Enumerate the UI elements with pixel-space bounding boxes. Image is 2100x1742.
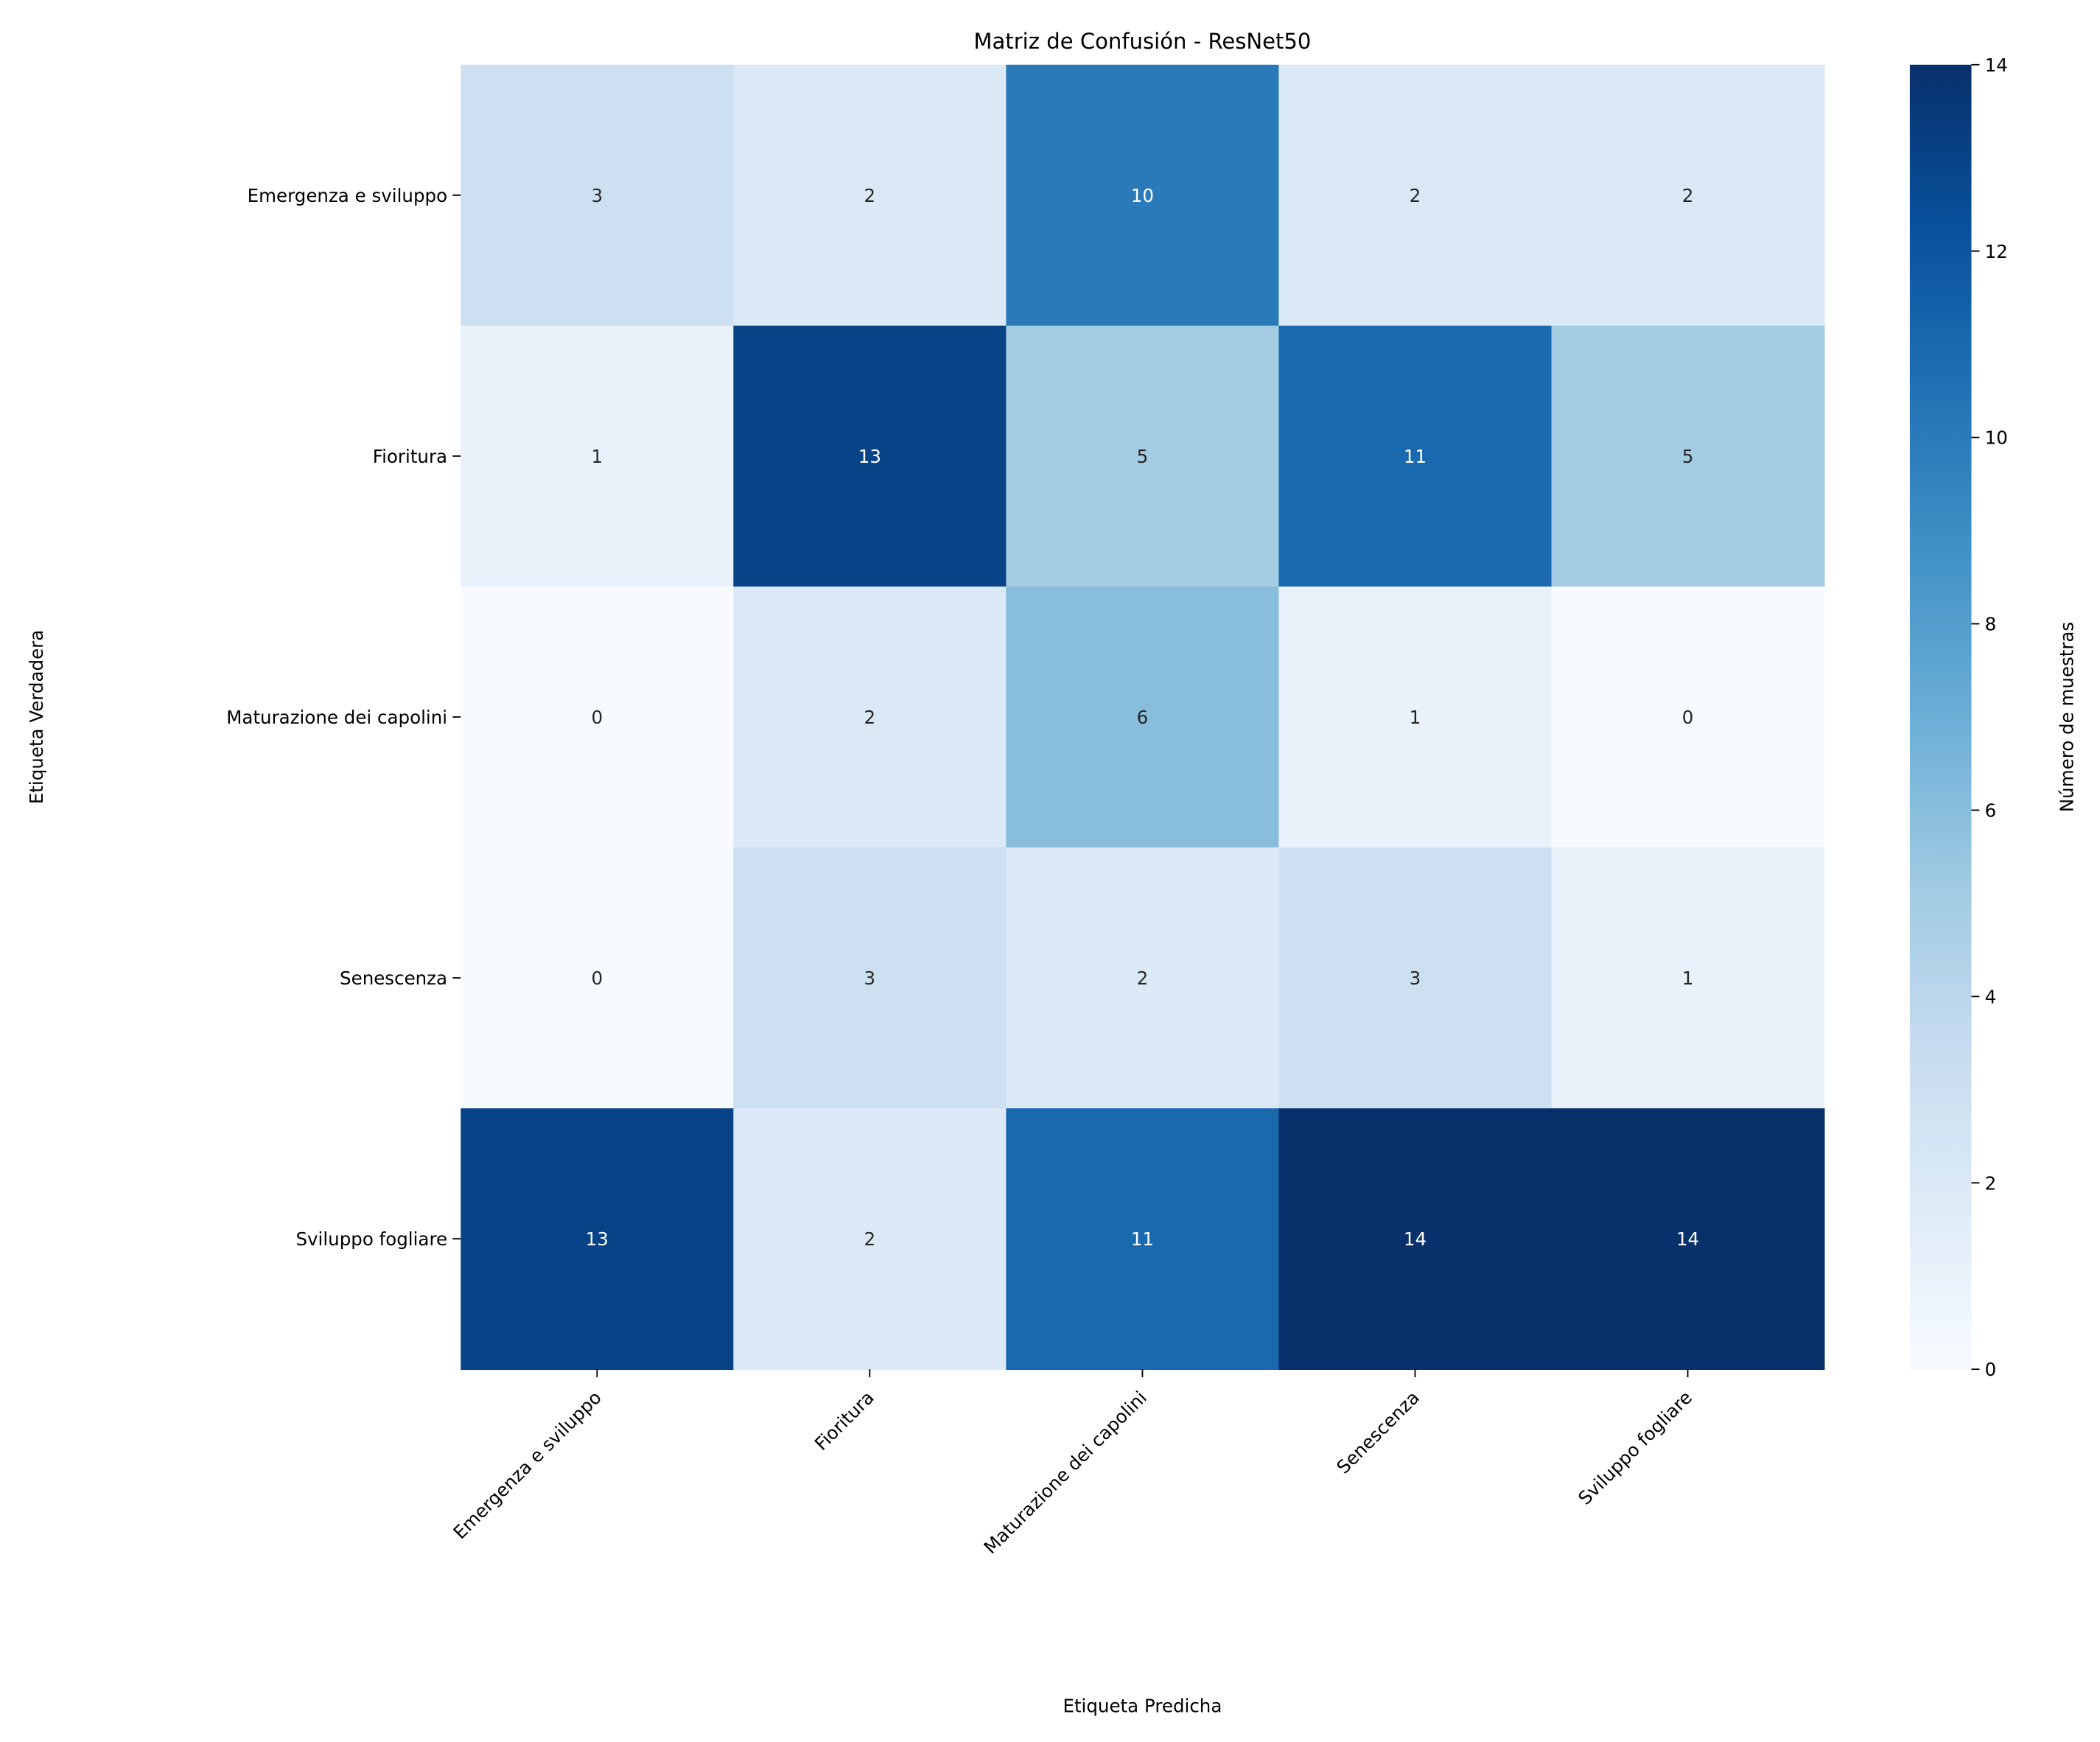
cell-label: 2: [864, 1228, 876, 1250]
heatmap-cell: [1551, 1108, 1825, 1371]
cell-label: 11: [1404, 446, 1427, 467]
cell-label: 1: [1682, 968, 1694, 989]
colorbar-tick-label: 10: [1985, 427, 2008, 449]
heatmap-cell: [1278, 1108, 1553, 1371]
heatmap-cell: [461, 847, 735, 1109]
heatmap-cell: [1551, 847, 1825, 1109]
cell-label: 6: [1137, 707, 1149, 728]
cell-label: 11: [1131, 1228, 1154, 1250]
cell-label: 13: [586, 1228, 609, 1250]
heatmap-cell: [733, 847, 1007, 1109]
heatmap-cell: [1551, 325, 1825, 587]
heatmap-cell: [1551, 64, 1825, 326]
cell-label: 0: [1682, 707, 1694, 728]
cell-label: 13: [858, 446, 881, 467]
heatmap-cell: [1278, 325, 1553, 587]
heatmap-cell: [733, 64, 1007, 326]
colorbar-tick-label: 0: [1985, 1359, 1997, 1380]
cell-label: 5: [1682, 446, 1694, 467]
cell-label: 0: [591, 968, 603, 989]
cell-label: 3: [591, 185, 603, 206]
heatmap-cell: [1006, 586, 1280, 848]
cell-label: 2: [864, 185, 876, 206]
cell-label: 14: [1676, 1228, 1699, 1250]
cell-label: 2: [1137, 968, 1149, 989]
heatmap-cell: [1278, 64, 1553, 326]
cell-label: 1: [591, 446, 603, 467]
colorbar-tick-label: 6: [1985, 800, 1997, 822]
heatmap-cell: [461, 325, 735, 587]
heatmap-cell: [1006, 64, 1280, 326]
cell-label: 3: [864, 968, 876, 989]
y-tick-label: Fioritura: [373, 446, 447, 467]
cell-label: 10: [1131, 185, 1154, 206]
cell-label: 5: [1137, 446, 1149, 467]
colorbar-tick-label: 12: [1985, 241, 2008, 262]
colorbar-tick-label: 4: [1985, 986, 1997, 1007]
heatmap-cell: [1006, 847, 1280, 1109]
cell-label: 3: [1410, 968, 1421, 989]
cell-label: 2: [864, 707, 876, 728]
y-tick-label: Maturazione dei capolini: [226, 707, 447, 728]
heatmap-cell: [733, 1108, 1007, 1371]
y-tick-label: Sviluppo fogliare: [295, 1228, 447, 1250]
colorbar-label: Número de muestras: [2057, 622, 2078, 812]
y-axis-label: Etiqueta Verdadera: [26, 630, 47, 804]
heatmap-cell: [461, 64, 735, 326]
heatmap-cell: [1278, 586, 1553, 848]
heatmap-cell: [733, 586, 1007, 848]
cell-label: 1: [1410, 707, 1421, 728]
colorbar-tick-label: 14: [1985, 55, 2008, 76]
y-tick-label: Senescenza: [340, 968, 447, 989]
colorbar-tick-label: 2: [1985, 1172, 1997, 1194]
y-tick-label: Emergenza e sviluppo: [248, 185, 447, 206]
cell-label: 2: [1410, 185, 1421, 206]
heatmap-cell: [1006, 1108, 1280, 1371]
heatmap-cell: [733, 325, 1007, 587]
colorbar-tick-label: 8: [1985, 614, 1997, 635]
colorbar: [1909, 64, 1972, 1370]
heatmap-cell: [461, 1108, 735, 1371]
chart-title: Matriz de Confusión - ResNet50: [973, 29, 1311, 54]
heatmap-cell: [1278, 847, 1553, 1109]
cell-label: 0: [591, 707, 603, 728]
x-axis-label: Etiqueta Predicha: [1063, 1695, 1222, 1716]
heatmap-cell: [1006, 325, 1280, 587]
heatmap-cell: [1551, 586, 1825, 848]
heatmap-cell: [461, 586, 735, 848]
cell-label: 14: [1404, 1228, 1427, 1250]
cell-label: 2: [1682, 185, 1694, 206]
